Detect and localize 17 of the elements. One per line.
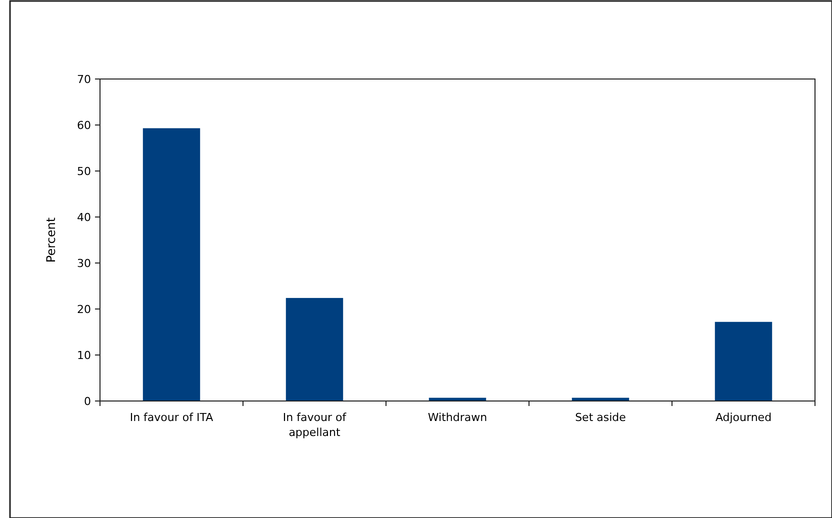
y-axis-title: Percent	[44, 217, 58, 263]
y-tick-label: 30	[77, 256, 91, 270]
bar	[142, 128, 200, 401]
x-tick-label: Set aside	[575, 411, 626, 424]
x-tick-label: In favour of ITA	[130, 411, 214, 424]
x-tick-label: Withdrawn	[428, 411, 488, 424]
x-tick-label: Adjourned	[715, 411, 772, 424]
y-tick-label: 50	[77, 164, 91, 178]
bar	[714, 322, 772, 401]
y-tick-label: 70	[77, 72, 91, 86]
y-tick-label: 20	[77, 302, 91, 316]
y-tick-label: 0	[84, 394, 91, 408]
x-tick-label: In favour of appellant	[282, 411, 348, 439]
y-tick-label: 60	[77, 118, 91, 132]
y-tick-label: 10	[77, 348, 91, 362]
bar	[286, 298, 344, 401]
y-tick-label: 40	[77, 210, 91, 224]
